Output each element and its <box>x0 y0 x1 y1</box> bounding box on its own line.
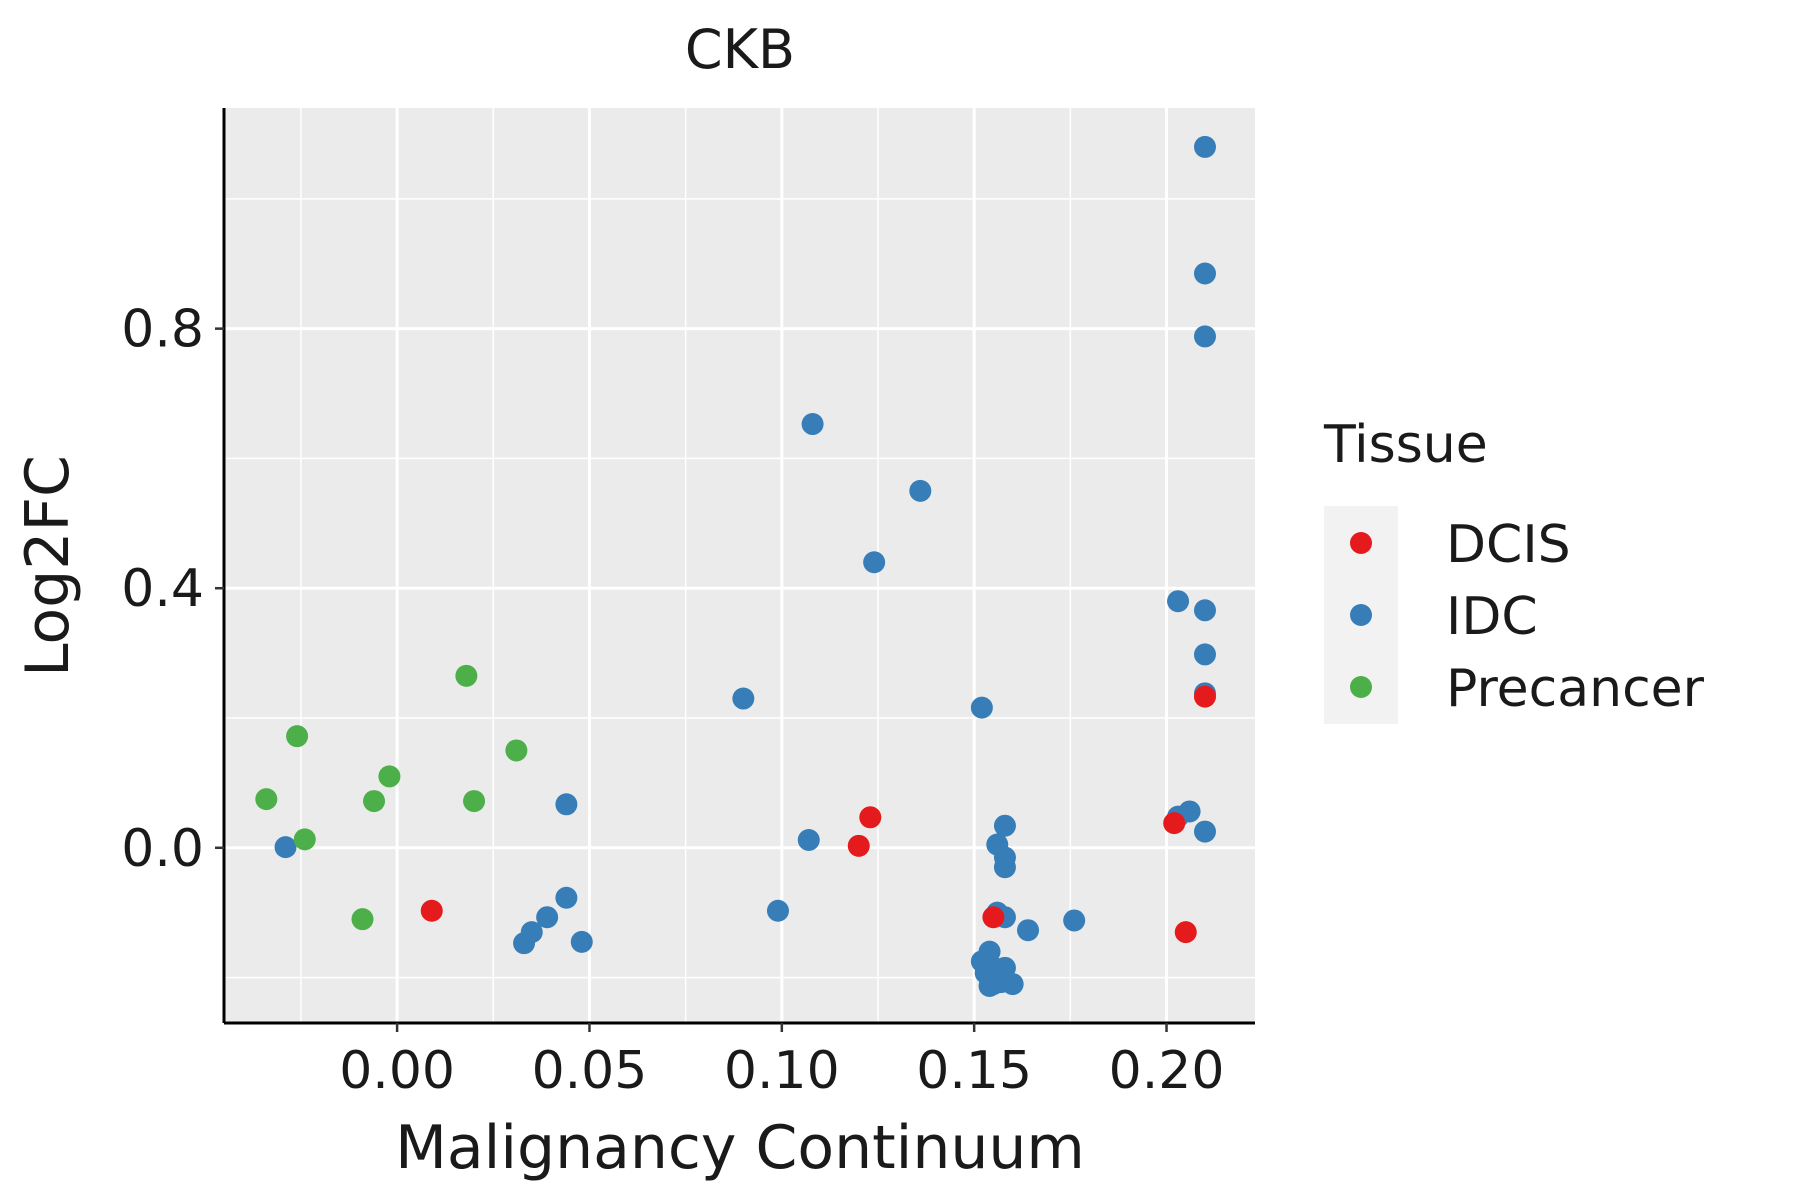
point-idc <box>1193 325 1216 348</box>
y-tick-label: 0.8 <box>121 300 204 360</box>
point-idc <box>863 551 886 574</box>
point-precancer <box>255 788 278 811</box>
point-idc <box>1001 973 1024 996</box>
point-idc <box>970 696 993 719</box>
point-precancer <box>363 790 386 813</box>
grid-major <box>224 108 1255 1023</box>
point-idc <box>1193 599 1216 622</box>
point-idc <box>555 886 578 909</box>
legend-label-idc: IDC <box>1446 587 1538 647</box>
point-idc <box>1193 135 1216 158</box>
x-tick-label: 0.05 <box>532 1041 648 1101</box>
legend-key-idc <box>1350 604 1372 626</box>
point-idc <box>797 829 820 851</box>
point-idc <box>801 413 824 436</box>
point-idc <box>1063 909 1086 932</box>
point-precancer <box>293 828 316 851</box>
x-axis-title: Malignancy Continuum <box>395 1113 1085 1183</box>
chart-title: CKB <box>685 18 795 81</box>
point-dcis <box>420 899 443 922</box>
point-dcis <box>847 834 870 857</box>
x-tick-label: 0.15 <box>916 1041 1032 1101</box>
point-precancer <box>463 790 486 813</box>
point-idc <box>520 921 543 944</box>
point-precancer <box>378 765 401 788</box>
point-precancer <box>505 739 528 762</box>
point-precancer <box>351 908 374 931</box>
y-tick-label: 0.4 <box>121 559 204 619</box>
point-idc <box>993 814 1016 837</box>
legend-key-dcis <box>1350 532 1372 554</box>
point-dcis <box>1163 812 1186 835</box>
y-tick-label: 0.0 <box>121 819 204 879</box>
point-idc <box>766 899 789 922</box>
point-precancer <box>455 664 478 687</box>
point-idc <box>1167 590 1190 613</box>
y-axis-ticks: 0.0 0.4 0.8 <box>121 300 224 879</box>
point-idc <box>732 687 755 710</box>
legend-label-precancer: Precancer <box>1446 659 1705 719</box>
legend-entries: DCIS IDC Precancer <box>1350 515 1705 719</box>
point-idc <box>1193 643 1216 666</box>
point-idc <box>1017 919 1040 942</box>
point-dcis <box>1193 685 1216 708</box>
point-dcis <box>859 806 882 829</box>
data-points <box>255 135 1216 998</box>
point-precancer <box>286 725 309 748</box>
x-axis-ticks: 0.00 0.05 0.10 0.15 0.20 <box>339 1023 1224 1101</box>
point-idc <box>1178 800 1201 823</box>
point-idc <box>1193 820 1216 843</box>
point-idc <box>274 836 297 859</box>
x-tick-label: 0.20 <box>1109 1041 1225 1101</box>
point-dcis <box>982 906 1005 929</box>
point-idc <box>555 793 578 816</box>
legend-label-dcis: DCIS <box>1446 515 1571 575</box>
legend-title: Tissue <box>1323 415 1488 475</box>
point-dcis <box>1174 921 1197 944</box>
legend-key-precancer <box>1350 676 1372 698</box>
x-tick-label: 0.10 <box>724 1041 840 1101</box>
legend: Tissue DCIS IDC Precancer <box>1323 415 1705 724</box>
point-idc <box>993 856 1016 879</box>
point-idc <box>1193 262 1216 285</box>
point-idc <box>909 479 932 502</box>
plot-panel <box>224 108 1255 1023</box>
x-tick-label: 0.00 <box>339 1041 455 1101</box>
y-axis-title: Log2FC <box>13 455 83 677</box>
point-idc <box>570 930 593 953</box>
point-idc <box>536 906 559 929</box>
